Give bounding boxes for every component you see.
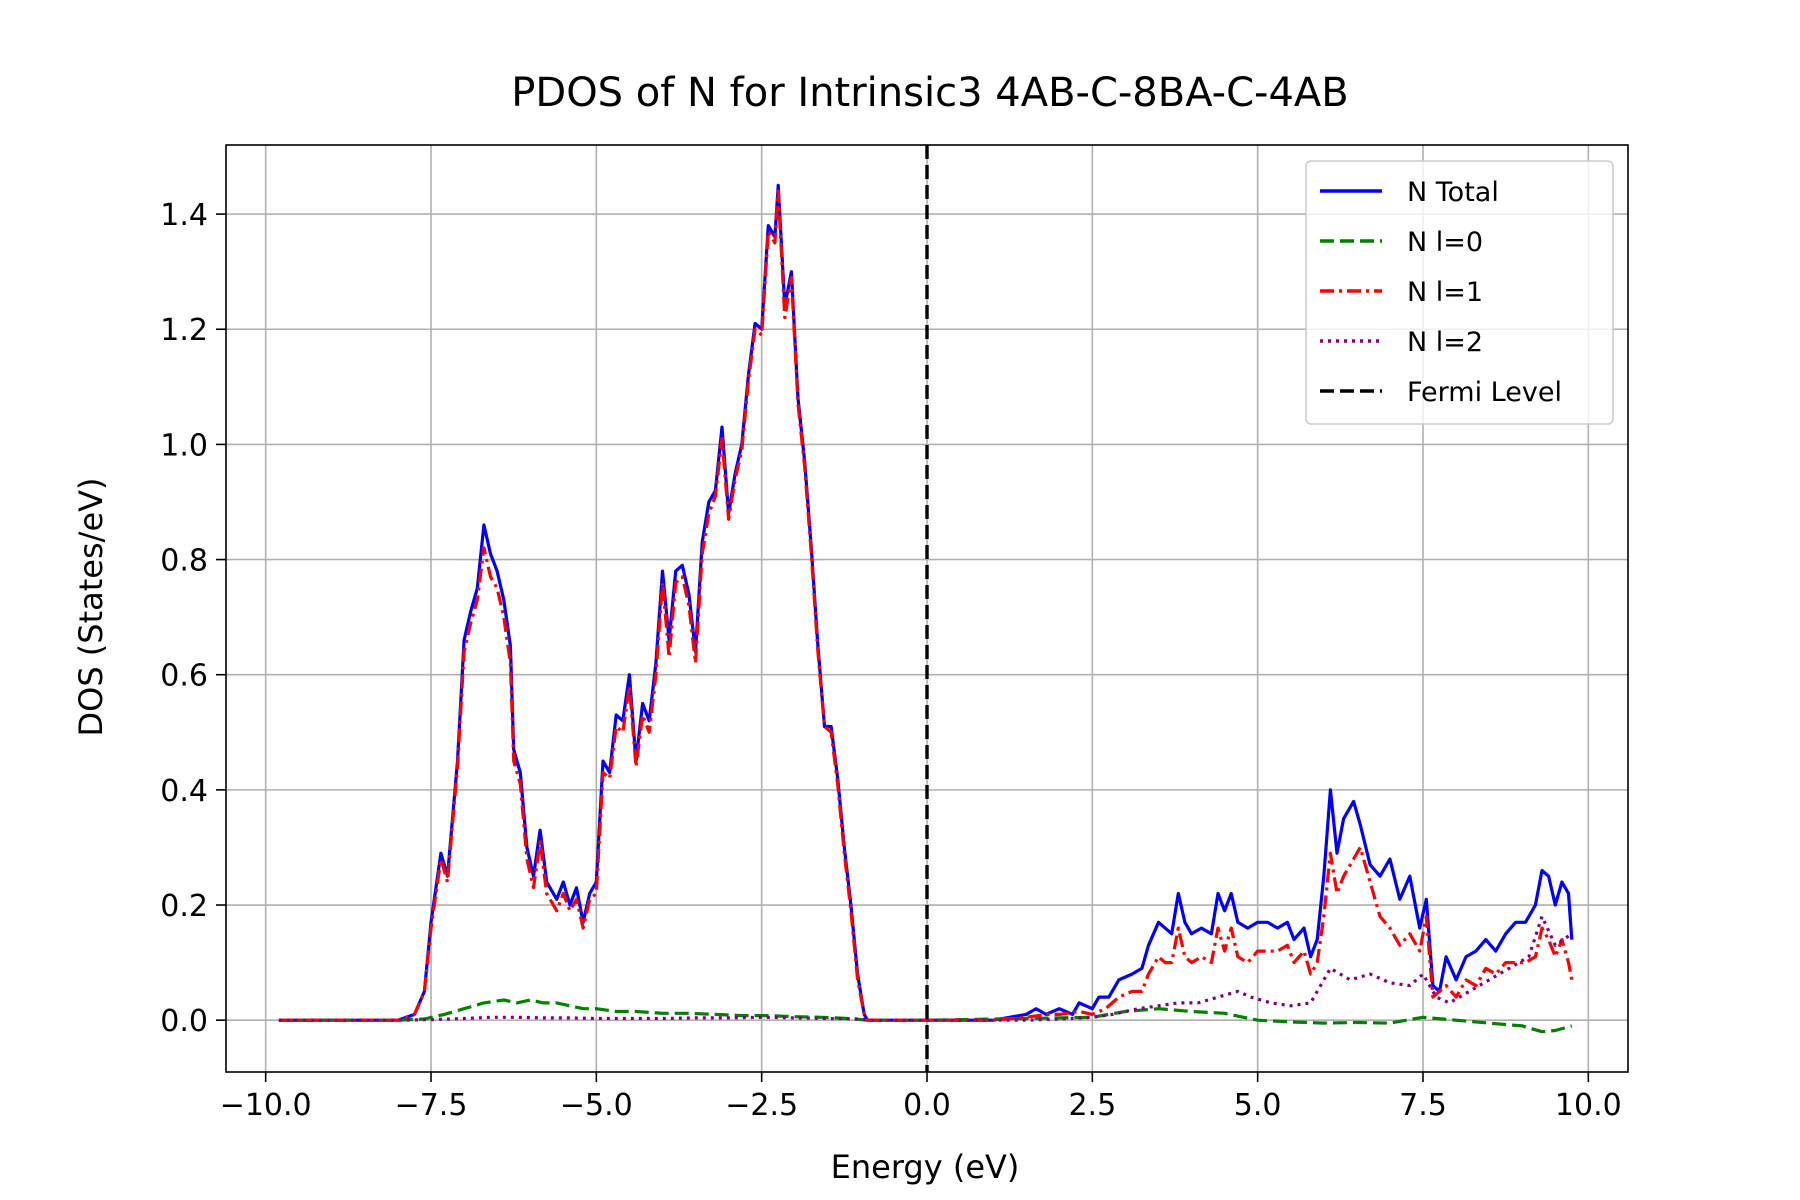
x-tick-label: −2.5 [725, 1088, 798, 1123]
legend-box [1305, 160, 1614, 425]
legend-label: N l=2 [1407, 327, 1483, 358]
x-tick-label: 10.0 [1555, 1088, 1622, 1123]
y-axis-ticks: 0.0 0.2 0.4 0.6 0.8 1.0 1.2 1.4 [160, 198, 226, 1039]
legend-label: N l=1 [1407, 277, 1483, 308]
x-axis-label: Energy (eV) [831, 1148, 1020, 1186]
y-axis-label: DOS (States/eV) [72, 477, 110, 736]
x-tick-label: 7.5 [1399, 1088, 1447, 1123]
y-tick-label: 1.4 [160, 198, 208, 233]
series-layer [278, 183, 1574, 1034]
legend-label: Fermi Level [1407, 377, 1562, 408]
series-line-n-l-0 [278, 998, 1573, 1034]
y-tick-label: 0.6 [160, 659, 208, 694]
x-axis-ticks: −10.0 −7.5 −5.0 −2.5 0.0 2.5 5.0 7.5 10.0 [220, 1072, 1622, 1123]
x-tick-label: 0.0 [903, 1088, 951, 1123]
x-tick-label: −7.5 [395, 1088, 468, 1123]
chart-title: PDOS of N for Intrinsic3 4AB-C-8BA-C-4AB [511, 70, 1348, 116]
legend: N Total N l=0 N l=1 N l=2 Fermi Level [1305, 160, 1614, 425]
y-tick-label: 0.2 [160, 889, 208, 924]
y-tick-label: 1.0 [160, 428, 208, 463]
series-line-n-l-1 [278, 189, 1574, 1022]
x-tick-label: 2.5 [1068, 1088, 1116, 1123]
y-tick-label: 0.4 [160, 774, 208, 809]
legend-label: N l=0 [1407, 227, 1483, 258]
x-tick-label: −5.0 [560, 1088, 633, 1123]
x-tick-label: 5.0 [1234, 1088, 1282, 1123]
x-tick-label: −10.0 [220, 1088, 312, 1123]
y-tick-label: 0.8 [160, 544, 208, 579]
legend-label: N Total [1407, 177, 1499, 208]
y-tick-label: 0.0 [160, 1004, 208, 1039]
y-tick-label: 1.2 [160, 313, 208, 348]
